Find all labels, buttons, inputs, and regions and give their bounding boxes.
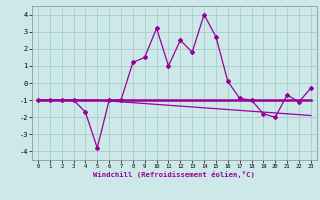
X-axis label: Windchill (Refroidissement éolien,°C): Windchill (Refroidissement éolien,°C) <box>93 171 255 178</box>
